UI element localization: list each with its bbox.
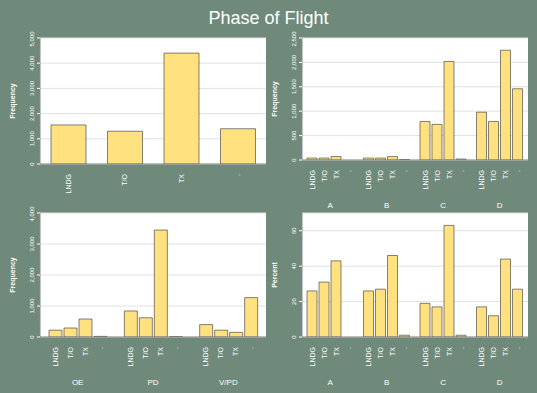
svg-text:TX: TX <box>178 174 185 183</box>
svg-text:.: . <box>172 347 179 349</box>
svg-text:T/O: T/O <box>121 173 128 185</box>
svg-text:OE: OE <box>72 378 84 385</box>
svg-text:0: 0 <box>29 335 35 339</box>
svg-text:5,000: 5,000 <box>29 31 35 47</box>
svg-text:TX: TX <box>446 347 453 356</box>
svg-text:.: . <box>514 347 521 349</box>
svg-text:LNDG: LNDG <box>478 347 485 366</box>
svg-text:0: 0 <box>29 162 35 166</box>
svg-text:T/O: T/O <box>434 169 441 181</box>
svg-text:TX: TX <box>82 347 89 356</box>
svg-text:T/O: T/O <box>377 346 384 358</box>
svg-text:A: A <box>328 201 334 208</box>
svg-text:LNDG: LNDG <box>52 347 59 366</box>
svg-text:C: C <box>440 378 446 385</box>
svg-text:2,500: 2,500 <box>291 31 297 47</box>
svg-text:LNDG: LNDG <box>127 347 134 366</box>
svg-text:T/O: T/O <box>490 169 497 181</box>
svg-text:T/O: T/O <box>434 346 441 358</box>
svg-text:2,000: 2,000 <box>29 105 35 121</box>
svg-text:60: 60 <box>291 227 297 234</box>
svg-text:1,000: 1,000 <box>29 298 35 314</box>
svg-text:.: . <box>97 347 104 349</box>
svg-text:T/O: T/O <box>490 346 497 358</box>
svg-text:LNDG: LNDG <box>65 174 72 193</box>
svg-text:4,000: 4,000 <box>29 55 35 71</box>
html-text:Phase of Flight: Phase of Flight <box>208 8 329 28</box>
svg-text:T/O: T/O <box>321 346 328 358</box>
svg-text:LNDG: LNDG <box>365 170 372 189</box>
svg-text:TX: TX <box>389 347 396 356</box>
svg-text:1,000: 1,000 <box>291 103 297 119</box>
svg-text:1,000: 1,000 <box>29 131 35 147</box>
svg-text:.: . <box>345 170 352 172</box>
svg-text:Frequency: Frequency <box>9 257 17 293</box>
svg-text:4,000: 4,000 <box>29 206 35 222</box>
svg-text:T/O: T/O <box>377 169 384 181</box>
svg-text:.: . <box>345 347 352 349</box>
svg-text:PD: PD <box>147 378 158 385</box>
svg-text:.: . <box>247 347 254 349</box>
svg-text:2,000: 2,000 <box>291 54 297 70</box>
svg-text:LNDG: LNDG <box>309 347 316 366</box>
svg-text:B: B <box>384 201 389 208</box>
svg-text:40: 40 <box>291 262 297 269</box>
svg-text:20: 20 <box>291 298 297 305</box>
svg-text:2,000: 2,000 <box>29 267 35 283</box>
svg-text:V/PD: V/PD <box>219 378 238 385</box>
svg-text:Frequency: Frequency <box>271 81 279 117</box>
svg-text:Frequency: Frequency <box>9 83 17 119</box>
svg-text:LNDG: LNDG <box>422 170 429 189</box>
svg-text:D: D <box>497 201 503 208</box>
svg-text:500: 500 <box>291 130 297 141</box>
svg-text:TX: TX <box>232 347 239 356</box>
svg-text:LNDG: LNDG <box>478 170 485 189</box>
svg-text:0: 0 <box>291 335 297 339</box>
svg-text:1,500: 1,500 <box>291 79 297 95</box>
svg-text:TX: TX <box>333 170 340 179</box>
svg-text:LNDG: LNDG <box>365 347 372 366</box>
svg-text:T/O: T/O <box>142 346 149 358</box>
svg-text:TX: TX <box>157 347 164 356</box>
svg-text:TX: TX <box>502 347 509 356</box>
svg-text:T/O: T/O <box>67 346 74 358</box>
svg-text:.: . <box>458 170 465 172</box>
svg-text:D: D <box>497 378 503 385</box>
svg-text:3,000: 3,000 <box>29 80 35 96</box>
svg-text:.: . <box>458 347 465 349</box>
svg-text:.: . <box>401 170 408 172</box>
svg-text:3,000: 3,000 <box>29 236 35 252</box>
svg-text:Percent: Percent <box>271 261 278 287</box>
svg-text:0: 0 <box>291 158 297 162</box>
svg-text:TX: TX <box>333 347 340 356</box>
svg-text:T/O: T/O <box>321 169 328 181</box>
svg-text:TX: TX <box>389 170 396 179</box>
svg-text:T/O: T/O <box>217 346 224 358</box>
svg-text:TX: TX <box>446 170 453 179</box>
svg-text:.: . <box>514 170 521 172</box>
svg-text:LNDG: LNDG <box>309 170 316 189</box>
svg-text:.: . <box>234 174 241 176</box>
svg-text:LNDG: LNDG <box>422 347 429 366</box>
svg-text:C: C <box>440 201 446 208</box>
svg-text:.: . <box>401 347 408 349</box>
svg-text:LNDG: LNDG <box>202 347 209 366</box>
svg-text:TX: TX <box>502 170 509 179</box>
svg-text:A: A <box>328 378 334 385</box>
svg-text:B: B <box>384 378 389 385</box>
